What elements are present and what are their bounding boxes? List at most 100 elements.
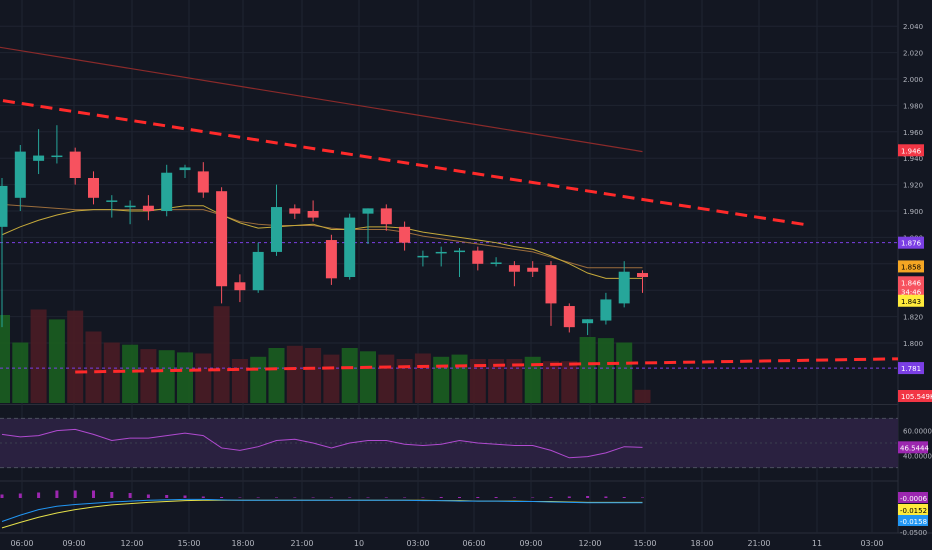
price-tick-label: 1.960 <box>903 129 923 137</box>
upper-dashed-trendline[interactable] <box>0 95 810 227</box>
price-badge <box>898 144 924 157</box>
candle-body[interactable] <box>14 151 26 198</box>
macd-histogram-bar <box>128 493 132 498</box>
time-tick-label: 11 <box>812 539 822 548</box>
candle-body[interactable] <box>88 178 99 198</box>
macd-histogram-bar <box>37 492 41 498</box>
volume-bar <box>378 354 395 403</box>
macd-histogram-bar <box>458 497 461 498</box>
volume-bar <box>433 356 450 403</box>
price-tick-label: 1.920 <box>903 182 923 190</box>
rsi-tick-label: 40.0000 <box>903 452 932 460</box>
price-badge <box>898 285 924 298</box>
candle-body[interactable] <box>380 208 392 225</box>
macd-histogram-bar <box>73 490 77 498</box>
time-tick-label: 09:00 <box>62 539 85 548</box>
candle-body[interactable] <box>472 250 484 264</box>
volume-bar <box>250 356 267 403</box>
candle-body[interactable] <box>271 207 282 252</box>
volume-bar <box>48 319 65 403</box>
descending-trendline[interactable] <box>0 45 643 153</box>
candle-body[interactable] <box>399 226 411 243</box>
volume-bar <box>30 309 47 403</box>
candle-body[interactable] <box>197 171 209 193</box>
candle-body[interactable] <box>362 208 374 214</box>
candle-body[interactable] <box>216 191 228 287</box>
volume-bar <box>579 337 596 403</box>
candle-body[interactable] <box>142 205 154 211</box>
candle-body[interactable] <box>618 271 630 304</box>
macd-histogram-bar <box>476 497 480 498</box>
price-badge <box>898 390 932 402</box>
macd-histogram-bar <box>329 497 333 498</box>
time-tick-label: 03:00 <box>406 539 429 548</box>
volume-bar <box>158 350 175 403</box>
candle-body[interactable] <box>289 208 301 214</box>
candle-body[interactable] <box>454 250 465 253</box>
volume-bar <box>195 353 212 403</box>
volume-bar <box>0 315 10 403</box>
time-tick-label: 21:00 <box>290 539 313 548</box>
volume-bar <box>140 349 157 403</box>
candle-body[interactable] <box>307 211 319 218</box>
candle-body[interactable] <box>417 255 429 258</box>
candle-body[interactable] <box>490 262 502 264</box>
volume-bar <box>12 342 29 403</box>
macd-histogram-bar <box>348 497 352 498</box>
volume-bar <box>414 353 431 403</box>
candle-body[interactable] <box>563 306 575 328</box>
macd-histogram-bar <box>586 496 590 498</box>
volume-bar <box>286 345 303 403</box>
candle-body[interactable] <box>0 185 8 227</box>
candle-body[interactable] <box>124 205 136 208</box>
macd-value-label: -0.0500 <box>900 529 927 537</box>
candle-body[interactable] <box>252 251 264 291</box>
macd-histogram-bar <box>201 496 205 498</box>
macd-histogram-bar <box>256 497 260 498</box>
volume-bar <box>451 354 468 403</box>
macd-histogram-bar <box>421 497 425 498</box>
lower-dashed-trendline[interactable] <box>75 357 899 374</box>
time-tick-label: 21:00 <box>747 539 770 548</box>
macd-histogram-bar <box>183 495 187 498</box>
candle-body[interactable] <box>161 172 173 211</box>
candle-body[interactable] <box>582 319 594 324</box>
rsi-line <box>1 428 643 459</box>
candle-body[interactable] <box>179 167 191 171</box>
time-tick-label: 06:00 <box>462 539 485 548</box>
candle-body[interactable] <box>545 265 557 304</box>
time-tick-label: 03:00 <box>860 539 883 548</box>
volume-bar <box>341 348 358 403</box>
candle-body[interactable] <box>51 155 63 158</box>
time-tick-label: 06:00 <box>10 539 33 548</box>
candle-body[interactable] <box>508 265 520 272</box>
candle-body[interactable] <box>637 273 648 277</box>
volume-bar <box>360 351 376 403</box>
candle-body[interactable] <box>69 151 81 178</box>
macd-histogram-bar <box>494 497 498 498</box>
time-tick-label: 09:00 <box>519 539 542 548</box>
volume-bar <box>616 342 633 403</box>
candle-body[interactable] <box>33 155 45 161</box>
price-badge-label: 1.781 <box>901 365 921 373</box>
candle-body[interactable] <box>234 282 246 291</box>
price-badge <box>898 236 924 249</box>
candle-body[interactable] <box>435 251 447 254</box>
rsi-value-label: 46.5444 <box>900 444 929 452</box>
time-tick-label: 12:00 <box>578 539 601 548</box>
price-badge <box>898 294 924 307</box>
candle-body[interactable] <box>325 240 337 279</box>
candle-body[interactable] <box>106 200 118 202</box>
candle-body[interactable] <box>344 217 356 277</box>
volume-bar <box>177 352 193 403</box>
time-tick-label: 15:00 <box>633 539 656 548</box>
volume-bar <box>396 359 413 403</box>
macd-value-badge <box>898 504 928 515</box>
macd-histogram-bar <box>622 497 626 498</box>
macd-histogram-bar <box>384 497 388 498</box>
price-badge-label: 1.876 <box>901 240 922 248</box>
candle-body[interactable] <box>527 267 539 272</box>
candle-body[interactable] <box>600 299 612 321</box>
